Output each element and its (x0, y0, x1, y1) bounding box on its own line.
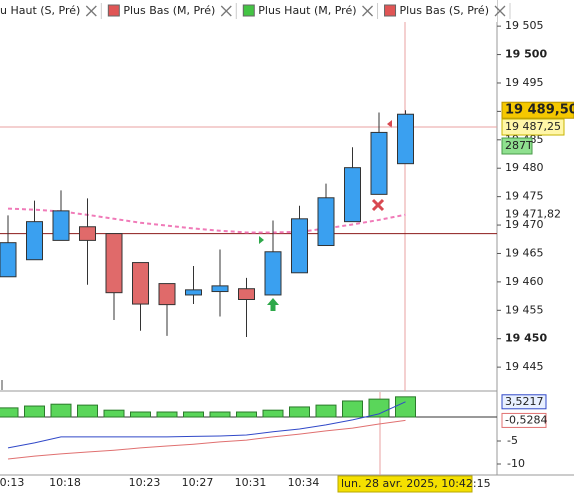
cursor-label: lun. 28 avr. 2025, 10:42:15 (341, 477, 491, 490)
price-line-label: 19 487,25 (505, 120, 561, 133)
candle-body (26, 221, 43, 261)
histogram-bar (183, 411, 204, 418)
marker (387, 120, 392, 128)
indicator-tag-box (501, 412, 547, 428)
candle-body (211, 285, 229, 293)
y-tick-label: 19 455 (505, 303, 544, 316)
candle-body (0, 242, 17, 278)
histogram-bar (50, 403, 72, 418)
y-tick-label: -5 (507, 434, 518, 447)
y-tick-label: 19 495 (505, 76, 544, 89)
legend: u Haut (S, Pré) Plus Bas (M, Pré) Plus Hau… (0, 0, 511, 22)
cursor-label-box (337, 475, 473, 493)
y-tick-label: 19 505 (505, 19, 544, 32)
edit-icon (220, 5, 232, 17)
x-tick-label: 10:23 (129, 476, 161, 489)
y-tick-label: 19 450 (505, 332, 547, 345)
indicator-tag: 3,5217 (505, 395, 544, 408)
candle-body (264, 251, 282, 296)
marker (259, 236, 264, 244)
candle-body (291, 218, 308, 274)
histogram-bar (236, 411, 257, 418)
legend-label: u Haut (S, Pré) (0, 4, 80, 17)
indicator-line (7, 419, 406, 460)
candle-body (105, 233, 123, 294)
histogram-bar (342, 400, 363, 418)
x-tick-label: 10:27 (182, 476, 214, 489)
y-tick-label: 19 460 (505, 275, 544, 288)
y-tick-label: 19 475 (505, 190, 544, 203)
histogram-bar (103, 409, 125, 418)
y-tick-label: 19 470 (505, 218, 544, 231)
histogram-bar (289, 406, 310, 418)
legend-label: Plus Bas (M, Pré) (123, 4, 215, 17)
x-tick-label: 0:13 (0, 476, 24, 489)
y-tick-label: 19 465 (505, 246, 544, 259)
candle-body (52, 210, 70, 241)
x-tick-label: 10:34 (288, 476, 320, 489)
volume-label-box (501, 137, 533, 155)
indicator-line (7, 401, 406, 449)
histogram-bar (209, 411, 231, 418)
last-price-box (501, 101, 574, 119)
edit-icon (85, 5, 97, 17)
histogram-bar (315, 404, 337, 418)
legend-swatch (242, 4, 255, 17)
candle-body (158, 283, 176, 306)
legend-label: Plus Bas (S, Pré) (400, 4, 489, 17)
legend-label: Plus Haut (M, Pré) (258, 4, 356, 17)
edit-icon (494, 5, 506, 17)
indicator-tag: -0,5284 (505, 413, 547, 426)
y-tick-label: 19 445 (505, 360, 544, 373)
sell-signal (371, 198, 385, 212)
x-tick-label: 10:31 (235, 476, 267, 489)
histogram-bar (24, 405, 45, 418)
candle-body (344, 167, 361, 223)
y-tick-label: 19 480 (505, 161, 544, 174)
legend-swatch (384, 4, 397, 17)
candle-body (370, 131, 388, 195)
x-tick-label: 10:18 (49, 476, 81, 489)
histogram-bar (368, 398, 390, 418)
moving-average (7, 207, 406, 234)
last-price: 19 489,50 (505, 103, 574, 118)
histogram-bar (395, 396, 416, 418)
ma-label: 19 471,82 (505, 208, 561, 221)
y-tick-label: -10 (507, 457, 525, 470)
histogram-bar (0, 407, 19, 418)
buy-signal (267, 298, 279, 311)
candle-body (185, 289, 202, 296)
candle-body (317, 197, 335, 247)
candle-body (397, 113, 414, 165)
candle-body (79, 226, 96, 241)
y-tick-label: 19 500 (505, 48, 547, 61)
candle-body (132, 262, 149, 305)
histogram-bar (130, 411, 151, 418)
histogram-bar (77, 404, 98, 418)
edit-icon (362, 5, 373, 17)
volume-label: 287T (505, 139, 533, 152)
legend-swatch (107, 4, 120, 17)
candle-body (238, 288, 255, 301)
price-line-label-box (501, 118, 565, 136)
histogram-bar (262, 409, 284, 418)
indicator-tag-box (501, 394, 547, 410)
histogram-bar (156, 411, 178, 418)
